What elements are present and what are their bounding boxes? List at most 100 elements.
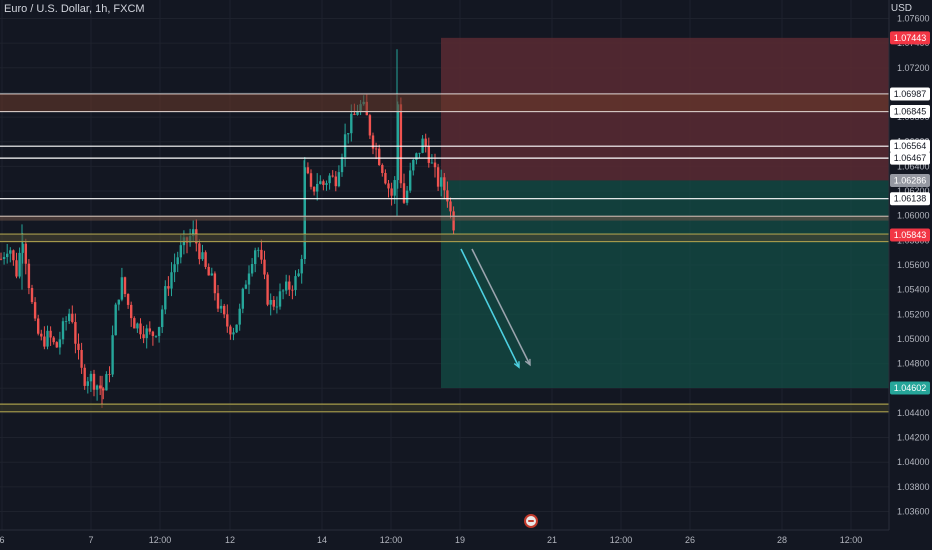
candle-body <box>300 259 303 274</box>
candle-body <box>440 177 443 187</box>
candle-body <box>130 304 133 319</box>
candle-body <box>133 318 136 329</box>
candle-body <box>412 159 415 171</box>
candle-body <box>238 308 241 325</box>
candle-body <box>381 165 384 173</box>
time-tick-label: 12 <box>225 535 235 545</box>
candle-body <box>151 331 155 336</box>
candle-body <box>266 274 269 305</box>
price-badges: 1.07443 1.06987 1.06845 1.06564 1.06467 1.062… <box>890 31 930 395</box>
price-badge-label: 1.06467 <box>894 153 927 163</box>
position-zones <box>441 37 889 389</box>
candle-body <box>250 264 254 274</box>
time-tick-label: 12:00 <box>149 535 172 545</box>
candle-body <box>226 314 229 327</box>
price-badge-label: 1.06286 <box>894 175 927 185</box>
candle-body <box>433 162 437 168</box>
candle-body <box>436 167 440 187</box>
candle-body <box>2 257 6 260</box>
candle-body <box>260 249 263 260</box>
candle-body <box>347 133 350 135</box>
candle-body <box>387 183 390 189</box>
candle-body <box>55 342 58 348</box>
candle-body <box>173 264 176 273</box>
candle-body <box>424 138 427 147</box>
time-tick-label: 6 <box>0 535 5 545</box>
price-badge <box>890 139 930 153</box>
candle-body <box>80 349 83 368</box>
candle-body <box>89 373 93 382</box>
candle-body <box>18 252 21 277</box>
price-tick-label: 1.03800 <box>897 482 930 492</box>
candle-body <box>399 104 403 184</box>
price-tick-label: 1.04400 <box>897 408 930 418</box>
candle-body <box>15 260 18 277</box>
candle-body <box>167 286 170 289</box>
candle-body <box>161 309 164 328</box>
candle-body <box>95 385 99 390</box>
candle-body <box>157 327 161 336</box>
candle-body <box>312 186 316 192</box>
candle-body <box>142 334 145 339</box>
price-badge-label: 1.06138 <box>894 194 927 204</box>
candle-body <box>105 374 108 391</box>
candle-body <box>210 273 213 276</box>
candle-body <box>12 250 15 261</box>
candle-body <box>33 302 37 319</box>
price-tick-label: 1.03600 <box>897 507 930 517</box>
candle-body <box>46 330 49 347</box>
candle-body <box>27 263 31 289</box>
lower-support-band <box>0 404 889 412</box>
chart-title: Euro / U.S. Dollar, 1h, FXCM <box>4 3 145 15</box>
time-tick-label: 12:00 <box>610 535 633 545</box>
candle-body <box>309 173 313 187</box>
candle-body <box>145 328 148 339</box>
candle-body <box>49 330 52 338</box>
candle-body <box>114 304 117 336</box>
candle-body <box>9 250 12 254</box>
candle-body <box>192 229 195 237</box>
candle-body <box>219 305 223 309</box>
price-badge-label: 1.06564 <box>894 141 927 151</box>
candle-body <box>207 266 210 276</box>
candle-body <box>384 172 387 184</box>
price-badge-label: 1.07443 <box>894 33 927 43</box>
candle-body <box>350 113 353 134</box>
candle-body <box>223 305 226 315</box>
candle-body <box>0 258 3 260</box>
candle-body <box>179 245 182 258</box>
candle-body <box>154 335 158 337</box>
candle-body <box>269 299 272 305</box>
candle-body <box>247 273 251 285</box>
candle-body <box>281 290 285 292</box>
candle-body <box>396 104 399 181</box>
candle-body <box>43 336 46 347</box>
candle-body <box>356 111 359 115</box>
time-tick-label: 26 <box>685 535 695 545</box>
candle-body <box>176 257 179 265</box>
candle-body <box>21 243 24 253</box>
price-badge <box>890 381 930 395</box>
price-badge <box>890 105 930 119</box>
candle-body <box>6 253 9 258</box>
price-tick-label: 1.07200 <box>897 63 930 73</box>
time-axis[interactable]: 6 7 12:00 12 14 12:00 19 21 12:00 26 28 12:00 <box>0 535 862 545</box>
time-tick-label: 28 <box>777 535 787 545</box>
tradingview-logo-icon[interactable] <box>524 514 538 528</box>
candle-body <box>393 180 396 196</box>
time-tick-label: 21 <box>547 535 557 545</box>
candle-body <box>120 277 124 300</box>
take-profit-zone <box>441 180 889 389</box>
candle-body <box>306 167 310 174</box>
mid-band <box>0 215 889 221</box>
candle-body <box>235 324 238 333</box>
price-badge <box>890 31 930 45</box>
price-tick-label: 1.05600 <box>897 260 930 270</box>
time-tick-label: 7 <box>88 535 93 545</box>
candle-body <box>288 281 291 290</box>
candle-body <box>232 332 235 335</box>
candle-body <box>322 181 325 185</box>
candle-body <box>92 373 96 390</box>
candle-body <box>77 343 80 350</box>
